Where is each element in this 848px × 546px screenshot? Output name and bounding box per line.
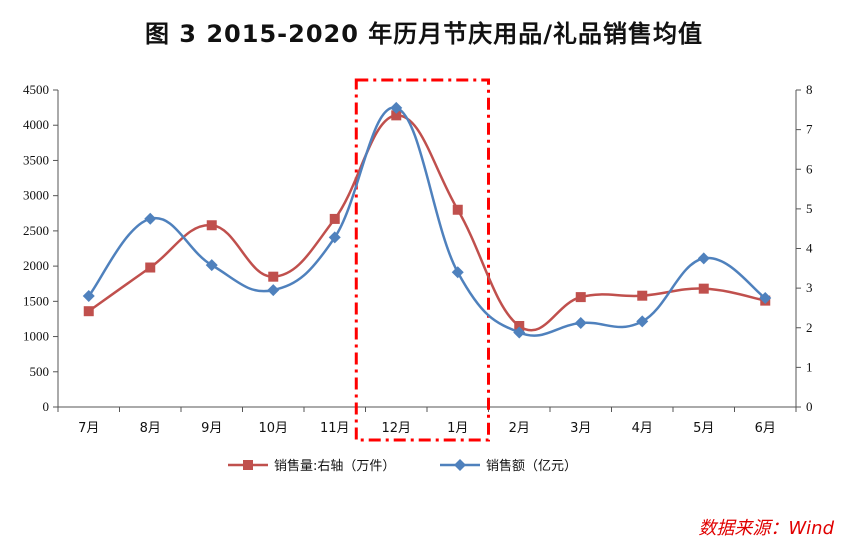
- right-tick-label: 5: [806, 201, 813, 216]
- right-tick-label: 1: [806, 359, 813, 374]
- data-point: [144, 212, 157, 225]
- axes: 0 500 1000 1500 2000 2500 3000 3500 4000 4500 0 1 2 3…: [23, 82, 813, 436]
- legend: 销售量:右轴（万件） 销售额（亿元）: [228, 458, 577, 474]
- x-tick-label: 7月: [78, 421, 99, 436]
- left-tick-label: 4000: [23, 117, 49, 132]
- legend-label: 销售额（亿元）: [486, 458, 577, 474]
- right-tick-label: 3: [806, 280, 813, 295]
- right-tick-label: 7: [806, 122, 813, 137]
- data-point: [636, 315, 649, 328]
- data-point: [574, 316, 587, 329]
- x-tick-label: 5月: [693, 421, 714, 436]
- data-point: [83, 306, 94, 317]
- x-tick-label: 3月: [570, 421, 591, 436]
- left-tick-label: 1500: [23, 293, 49, 308]
- series-2: [82, 101, 772, 339]
- left-tick-label: 2500: [23, 223, 49, 238]
- left-tick-label: 0: [43, 399, 50, 414]
- data-point: [268, 271, 279, 282]
- x-tick-label: 1月: [447, 421, 468, 436]
- data-point: [513, 326, 526, 339]
- right-tick-label: 4: [806, 241, 813, 256]
- data-point: [391, 110, 402, 121]
- legend-marker: [243, 460, 253, 470]
- legend-marker: [454, 459, 466, 471]
- x-tick-label: 12月: [381, 421, 411, 436]
- source-note: 数据来源：Wind: [698, 518, 834, 539]
- data-point: [206, 220, 217, 231]
- highlight-rect: [354, 78, 490, 442]
- data-point: [637, 290, 648, 301]
- series-line: [87, 106, 766, 337]
- data-point: [145, 262, 156, 273]
- x-tick-label: 8月: [140, 421, 161, 436]
- data-point: [452, 204, 463, 215]
- data-point: [329, 213, 340, 224]
- left-tick-label: 500: [30, 364, 50, 379]
- highlight-box: [354, 78, 490, 442]
- data-point: [451, 266, 464, 279]
- right-tick-label: 0: [806, 399, 813, 414]
- left-tick-label: 3000: [23, 188, 49, 203]
- x-tick-label: 10月: [258, 421, 288, 436]
- x-tick-label: 9月: [201, 421, 222, 436]
- data-point: [698, 283, 709, 294]
- legend-label: 销售量:右轴（万件）: [274, 458, 395, 474]
- x-tick-label: 2月: [509, 421, 530, 436]
- left-tick-label: 2000: [23, 258, 49, 273]
- chart-title: 图 3 2015-2020 年历月节庆用品/礼品销售均值: [144, 20, 704, 48]
- series-lines: [82, 101, 772, 339]
- data-point: [267, 284, 280, 297]
- right-tick-label: 2: [806, 320, 813, 335]
- x-tick-label: 6月: [755, 421, 776, 436]
- data-point: [82, 290, 95, 303]
- data-point: [328, 231, 341, 244]
- x-tick-label: 11月: [320, 421, 350, 436]
- series-1: [83, 110, 771, 332]
- data-point: [390, 101, 403, 114]
- data-point: [205, 259, 218, 272]
- right-tick-label: 8: [806, 82, 813, 97]
- left-tick-label: 3500: [23, 152, 49, 167]
- left-tick-label: 1000: [23, 329, 49, 344]
- data-point: [759, 292, 772, 305]
- left-tick-label: 4500: [23, 82, 49, 97]
- data-point: [514, 320, 525, 331]
- data-point: [697, 252, 710, 265]
- data-point: [575, 292, 586, 303]
- right-tick-label: 6: [806, 161, 813, 176]
- x-tick-label: 4月: [632, 421, 653, 436]
